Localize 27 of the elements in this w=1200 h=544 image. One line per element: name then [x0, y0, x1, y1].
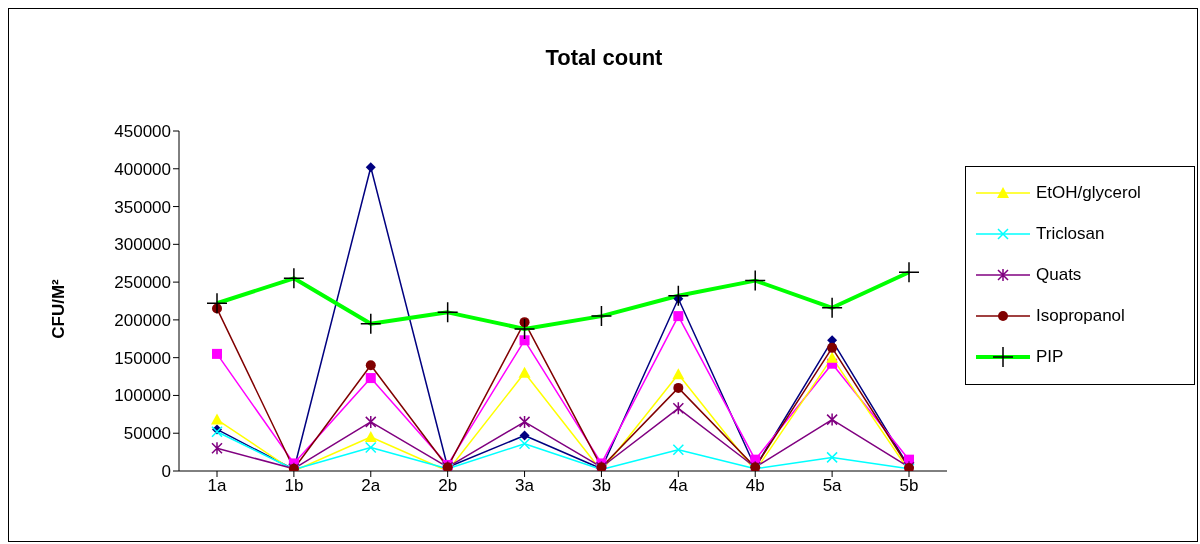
x-tick-label: 5a [822, 476, 843, 496]
x-tick-label: 1a [207, 476, 227, 496]
y-tick-label: 300000 [114, 235, 171, 255]
legend-label: Isopropanol [1036, 306, 1125, 326]
y-tick-label: 250000 [114, 273, 171, 293]
y-tick-label: 150000 [114, 348, 171, 368]
x-tick-label: 4b [745, 476, 765, 496]
y-tick-label: 100000 [114, 386, 171, 406]
legend-label: PIP [1036, 347, 1064, 367]
x-tick-label: 4a [668, 476, 689, 496]
y-tick-label: 0 [161, 462, 171, 482]
y-tick-label: 450000 [114, 122, 171, 142]
y-tick-label: 50000 [123, 424, 171, 444]
y-tick-label: 350000 [114, 197, 171, 217]
x-tick-label: 3a [515, 476, 535, 496]
legend-label: EtOH/glycerol [1036, 183, 1141, 203]
legend-label: Quats [1036, 265, 1082, 285]
x-tick-label: 2b [438, 476, 458, 496]
chart-title: Total count [544, 45, 664, 71]
x-tick-label: 3b [591, 476, 611, 496]
y-tick-label: 400000 [114, 159, 171, 179]
x-tick-label: 5b [899, 476, 919, 496]
legend-label: Triclosan [1036, 224, 1105, 244]
x-tick-label: 1b [284, 476, 304, 496]
y-tick-label: 200000 [114, 310, 171, 330]
x-tick-label: 2a [361, 476, 381, 496]
y-axis-title: CFU/M² [49, 279, 69, 339]
